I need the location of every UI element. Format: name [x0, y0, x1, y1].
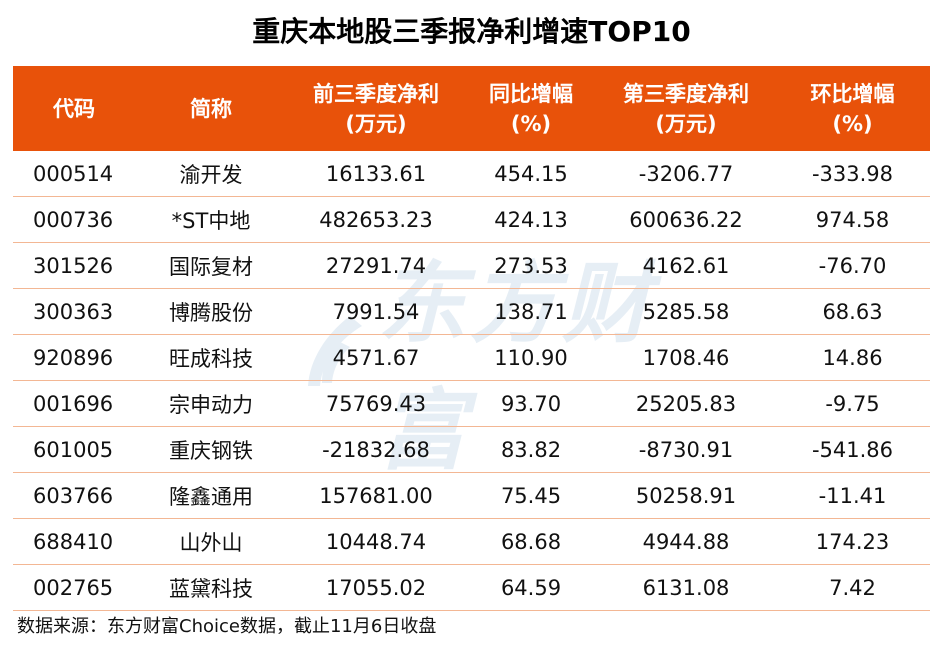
cell-code: 002765 — [13, 564, 135, 611]
cell-q3-profit: 6131.08 — [597, 564, 775, 611]
cell-q3-profit: -3206.77 — [597, 151, 775, 197]
header-qoq-label: 环比增幅 — [810, 81, 895, 106]
cell-q3-profit: 4944.88 — [597, 518, 775, 565]
cell-ytd-profit: 4571.67 — [287, 334, 465, 381]
table-row: 920896 旺成科技 4571.67 110.90 1708.46 14.86 — [13, 334, 930, 381]
cell-q3-profit: 25205.83 — [597, 380, 775, 427]
header-q3-profit: 第三季度净利 (万元) — [597, 66, 775, 151]
header-name-label: 简称 — [190, 96, 232, 121]
cell-name: 博腾股份 — [135, 288, 287, 335]
cell-name: 隆鑫通用 — [135, 472, 287, 519]
cell-qoq: -76.70 — [775, 242, 930, 289]
cell-qoq: -541.86 — [775, 426, 930, 473]
table-row: 002765 蓝黛科技 17055.02 64.59 6131.08 7.42 — [13, 564, 930, 611]
cell-code: 920896 — [13, 334, 135, 381]
cell-ytd-profit: 16133.61 — [287, 151, 465, 197]
header-q3-profit-unit: (万元) — [655, 111, 717, 136]
cell-name: 山外山 — [135, 518, 287, 565]
table-row: 688410 山外山 10448.74 68.68 4944.88 174.23 — [13, 518, 930, 565]
profit-growth-table: 代码 简称 前三季度净利 (万元) 同比增幅 (%) 第三季度净利 (万元) 环… — [13, 66, 930, 611]
profit-growth-table-container: 代码 简称 前三季度净利 (万元) 同比增幅 (%) 第三季度净利 (万元) 环… — [13, 66, 930, 611]
cell-name: 旺成科技 — [135, 334, 287, 381]
cell-name: 国际复材 — [135, 242, 287, 289]
cell-q3-profit: 600636.22 — [597, 196, 775, 243]
cell-yoy: 93.70 — [465, 380, 597, 427]
header-code: 代码 — [13, 66, 135, 151]
cell-ytd-profit: 482653.23 — [287, 196, 465, 243]
cell-yoy: 424.13 — [465, 196, 597, 243]
table-row: 601005 重庆钢铁 -21832.68 83.82 -8730.91 -54… — [13, 426, 930, 473]
table-row: 000736 *ST中地 482653.23 424.13 600636.22 … — [13, 196, 930, 243]
header-ytd-profit: 前三季度净利 (万元) — [287, 66, 465, 151]
page-title: 重庆本地股三季报净利增速TOP10 — [252, 15, 691, 48]
cell-q3-profit: 5285.58 — [597, 288, 775, 335]
table-row: 301526 国际复材 27291.74 273.53 4162.61 -76.… — [13, 242, 930, 289]
cell-name: *ST中地 — [135, 196, 287, 243]
cell-q3-profit: -8730.91 — [597, 426, 775, 473]
cell-q3-profit: 50258.91 — [597, 472, 775, 519]
cell-ytd-profit: -21832.68 — [287, 426, 465, 473]
table-row: 603766 隆鑫通用 157681.00 75.45 50258.91 -11… — [13, 472, 930, 519]
cell-name: 重庆钢铁 — [135, 426, 287, 473]
cell-code: 688410 — [13, 518, 135, 565]
header-code-label: 代码 — [53, 96, 95, 121]
header-ytd-profit-label: 前三季度净利 — [313, 81, 439, 106]
cell-yoy: 454.15 — [465, 151, 597, 197]
cell-qoq: -333.98 — [775, 151, 930, 197]
cell-yoy: 273.53 — [465, 242, 597, 289]
cell-yoy: 83.82 — [465, 426, 597, 473]
cell-code: 601005 — [13, 426, 135, 473]
cell-code: 301526 — [13, 242, 135, 289]
cell-yoy: 138.71 — [465, 288, 597, 335]
cell-qoq: 14.86 — [775, 334, 930, 381]
cell-qoq: 174.23 — [775, 518, 930, 565]
header-ytd-profit-unit: (万元) — [345, 111, 407, 136]
cell-code: 603766 — [13, 472, 135, 519]
cell-ytd-profit: 27291.74 — [287, 242, 465, 289]
header-yoy-label: 同比增幅 — [489, 81, 573, 106]
cell-name: 渝开发 — [135, 151, 287, 197]
cell-yoy: 68.68 — [465, 518, 597, 565]
cell-yoy: 75.45 — [465, 472, 597, 519]
cell-yoy: 110.90 — [465, 334, 597, 381]
cell-ytd-profit: 157681.00 — [287, 472, 465, 519]
cell-ytd-profit: 10448.74 — [287, 518, 465, 565]
header-qoq: 环比增幅 (%) — [775, 66, 930, 151]
data-source-note: 数据来源：东方财富Choice数据，截止11月6日收盘 — [17, 616, 437, 637]
cell-ytd-profit: 75769.43 — [287, 380, 465, 427]
cell-ytd-profit: 7991.54 — [287, 288, 465, 335]
cell-q3-profit: 1708.46 — [597, 334, 775, 381]
header-yoy: 同比增幅 (%) — [465, 66, 597, 151]
header-name: 简称 — [135, 66, 287, 151]
cell-code: 000514 — [13, 151, 135, 197]
cell-name: 宗申动力 — [135, 380, 287, 427]
header-yoy-unit: (%) — [510, 111, 552, 136]
cell-code: 300363 — [13, 288, 135, 335]
cell-q3-profit: 4162.61 — [597, 242, 775, 289]
cell-qoq: 974.58 — [775, 196, 930, 243]
cell-ytd-profit: 17055.02 — [287, 564, 465, 611]
cell-code: 001696 — [13, 380, 135, 427]
table-row: 000514 渝开发 16133.61 454.15 -3206.77 -333… — [13, 151, 930, 197]
table-row: 300363 博腾股份 7991.54 138.71 5285.58 68.63 — [13, 288, 930, 335]
cell-yoy: 64.59 — [465, 564, 597, 611]
cell-qoq: 68.63 — [775, 288, 930, 335]
cell-code: 000736 — [13, 196, 135, 243]
cell-name: 蓝黛科技 — [135, 564, 287, 611]
cell-qoq: -9.75 — [775, 380, 930, 427]
cell-qoq: -11.41 — [775, 472, 930, 519]
cell-qoq: 7.42 — [775, 564, 930, 611]
table-header-row: 代码 简称 前三季度净利 (万元) 同比增幅 (%) 第三季度净利 (万元) 环… — [13, 66, 930, 151]
table-row: 001696 宗申动力 75769.43 93.70 25205.83 -9.7… — [13, 380, 930, 427]
header-qoq-unit: (%) — [832, 111, 873, 136]
header-q3-profit-label: 第三季度净利 — [623, 81, 749, 106]
